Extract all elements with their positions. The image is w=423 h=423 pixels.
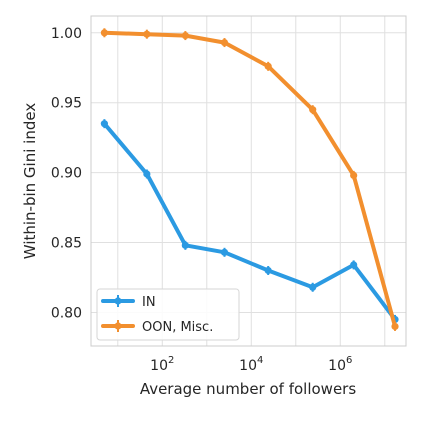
series-line-0 [102, 121, 397, 322]
data-point [350, 261, 358, 269]
data-point [181, 31, 189, 40]
data-point [350, 171, 358, 180]
data-point [100, 120, 108, 128]
x-tick-label: 106 [328, 355, 352, 374]
legend-label-1: OON, Misc. [142, 320, 213, 335]
plot-frame [90, 15, 407, 347]
y-tick-label: 0.90 [51, 166, 82, 182]
data-point [143, 30, 151, 38]
data-point [220, 38, 229, 47]
data-point [143, 170, 151, 178]
x-tick-label: 102 [150, 355, 174, 374]
y-tick-label: 0.85 [51, 236, 82, 252]
y-axis-label: Within-bin Gini index [21, 103, 39, 260]
data-point [264, 266, 272, 275]
legend-marker-0 [114, 297, 122, 305]
data-point [220, 248, 229, 256]
data-point [100, 29, 108, 37]
y-tick-label: 0.80 [51, 305, 82, 321]
x-axis-label: Average number of followers [140, 380, 357, 398]
data-point [181, 241, 189, 249]
y-tick-label: 0.95 [51, 96, 82, 112]
legend: IN OON, Misc. [96, 288, 240, 341]
x-tick-label: 104 [239, 355, 263, 374]
legend-marker-1 [114, 322, 122, 330]
data-point [309, 106, 317, 114]
data-point [391, 322, 399, 331]
data-point [264, 62, 272, 70]
data-point [309, 283, 317, 291]
y-tick-label: 1.00 [51, 26, 82, 42]
legend-label-0: IN [142, 295, 156, 310]
series-layer [100, 28, 399, 331]
series-line-1 [102, 30, 397, 329]
ticks: 0.80 0.85 0.90 0.95 1.00 102 104 106 [51, 26, 353, 374]
